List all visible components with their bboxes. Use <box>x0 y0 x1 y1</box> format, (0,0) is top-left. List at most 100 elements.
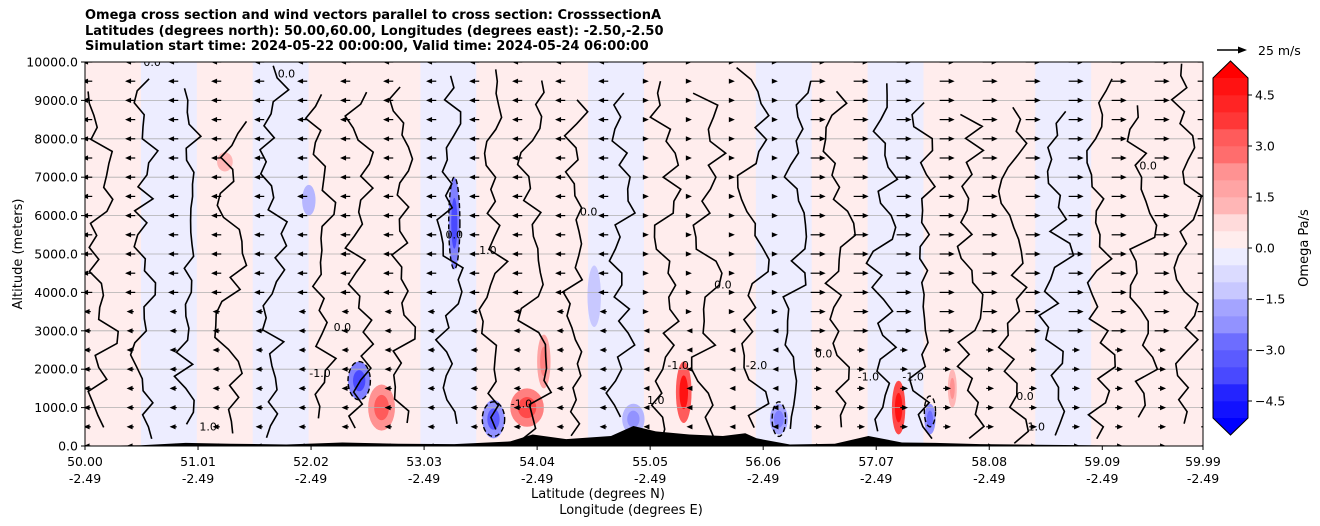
wind-vector-head <box>555 289 562 295</box>
wind-vector-head <box>1163 289 1170 295</box>
colorbar-segment <box>1213 180 1248 198</box>
wind-vector-head <box>1163 328 1170 334</box>
contour-line <box>561 99 589 437</box>
wind-vector-head <box>598 270 605 276</box>
wind-vector-head <box>728 309 735 315</box>
wind-vector-head <box>1034 251 1041 257</box>
wind-vector-head <box>729 424 736 430</box>
wind-vector-head <box>1160 405 1167 411</box>
wind-vector-head <box>426 117 433 123</box>
x-axis-label-latitude: Latitude (degrees N) <box>531 487 665 502</box>
wind-vector-head <box>643 366 650 372</box>
wind-vector-head <box>599 385 606 391</box>
wind-vector-head <box>212 366 219 372</box>
y-tick-label: 1000.0 <box>34 400 78 415</box>
wind-vector-head <box>816 385 823 391</box>
wind-vector-head <box>1163 78 1170 84</box>
wind-vector-head <box>599 309 606 315</box>
wind-vector-head <box>1203 367 1209 372</box>
wind-vector-head <box>85 405 90 411</box>
wind-vector-head <box>85 97 89 103</box>
contour-label: 0.0 <box>143 56 161 69</box>
wind-vector-head <box>513 328 520 334</box>
wind-vector-head <box>685 174 692 180</box>
wind-vector-head <box>1207 79 1213 84</box>
colorbar-segment <box>1213 333 1248 351</box>
omega-cell-core <box>949 377 955 399</box>
wind-vector-head <box>598 174 605 180</box>
wind-vector-head <box>1077 155 1084 161</box>
title-line-3: Simulation start time: 2024-05-22 00:00:… <box>85 39 649 54</box>
wind-vector-head <box>1120 251 1127 257</box>
wind-vector-head <box>126 366 133 372</box>
wind-vector-head <box>905 289 912 295</box>
wind-vector-head <box>988 366 995 372</box>
wind-vector-head <box>905 309 912 315</box>
wind-vector-head <box>85 328 90 334</box>
x-tick-label-longitude: -2.49 <box>1187 471 1219 486</box>
wind-vector-head <box>862 213 869 219</box>
wind-vector-head <box>383 97 390 103</box>
wind-vector-head <box>599 366 606 372</box>
colorbar-segment <box>1213 231 1248 249</box>
wind-vector-head <box>1031 385 1038 391</box>
wind-vector-head <box>642 174 649 180</box>
wind-vector-head <box>383 213 390 219</box>
wind-vector-head <box>1120 117 1127 123</box>
wind-vector-head <box>469 232 476 238</box>
omega-cell <box>587 265 601 327</box>
wind-vector-head <box>1207 98 1213 103</box>
wind-vector-head <box>1207 232 1213 237</box>
wind-vector-head <box>169 328 176 334</box>
wind-vector-head <box>469 155 476 161</box>
contour-line <box>605 92 637 418</box>
wind-vector-head <box>297 251 304 257</box>
wind-vector-head <box>991 155 998 161</box>
wind-vector-head <box>1120 174 1127 180</box>
x-tick-label-longitude: -2.49 <box>747 471 779 486</box>
y-axis-label: Altitude (meters) <box>11 199 26 310</box>
wind-vector-head <box>426 174 433 180</box>
wind-vector-head <box>297 62 304 65</box>
x-tick-label-longitude: -2.49 <box>973 471 1005 486</box>
contour-line <box>434 75 464 424</box>
chart-title: Omega cross section and wind vectors par… <box>85 8 664 55</box>
wind-vector-head <box>211 193 218 199</box>
wind-vector-head <box>902 424 909 430</box>
wind-vector-head <box>771 155 778 161</box>
wind-vector-head <box>771 270 778 276</box>
wind-vector-head <box>169 347 176 353</box>
wind-vector-head <box>728 62 735 65</box>
wind-vector-head <box>297 213 304 219</box>
x-tick-label-longitude: -2.49 <box>69 471 101 486</box>
wind-vector-head <box>1207 194 1213 199</box>
wind-vector-head <box>1120 289 1127 295</box>
wind-vector-head <box>168 251 175 257</box>
quiver-key-arrowhead <box>1238 46 1247 54</box>
wind-vector-head <box>771 78 778 84</box>
omega-cell-core <box>353 370 366 392</box>
wind-vector-head <box>1077 232 1084 238</box>
wind-vector-head <box>728 213 735 219</box>
x-tick-label-longitude: -2.49 <box>1086 471 1118 486</box>
wind-vector-head <box>85 117 89 123</box>
wind-vector-head <box>254 117 261 123</box>
wind-vector-head <box>771 62 778 65</box>
omega-cell-core <box>451 197 458 249</box>
wind-vector-head <box>297 289 304 295</box>
wind-vector-head <box>902 385 909 391</box>
contour-label: 0.0 <box>580 206 598 219</box>
wind-vector-head <box>169 385 176 391</box>
contour-line <box>865 83 899 432</box>
wind-vector-head <box>642 155 649 161</box>
wind-vector-head <box>862 117 869 123</box>
wind-vector-head <box>85 193 89 199</box>
wind-vector-head <box>512 232 519 238</box>
wind-vector-head <box>340 136 347 142</box>
wind-vector-head <box>819 251 826 257</box>
wind-vector-head <box>212 424 219 430</box>
wind-vector-head <box>772 385 779 391</box>
wind-vector-head <box>1077 213 1084 219</box>
wind-vector-head <box>556 385 563 391</box>
wind-vector-head <box>1034 78 1041 84</box>
